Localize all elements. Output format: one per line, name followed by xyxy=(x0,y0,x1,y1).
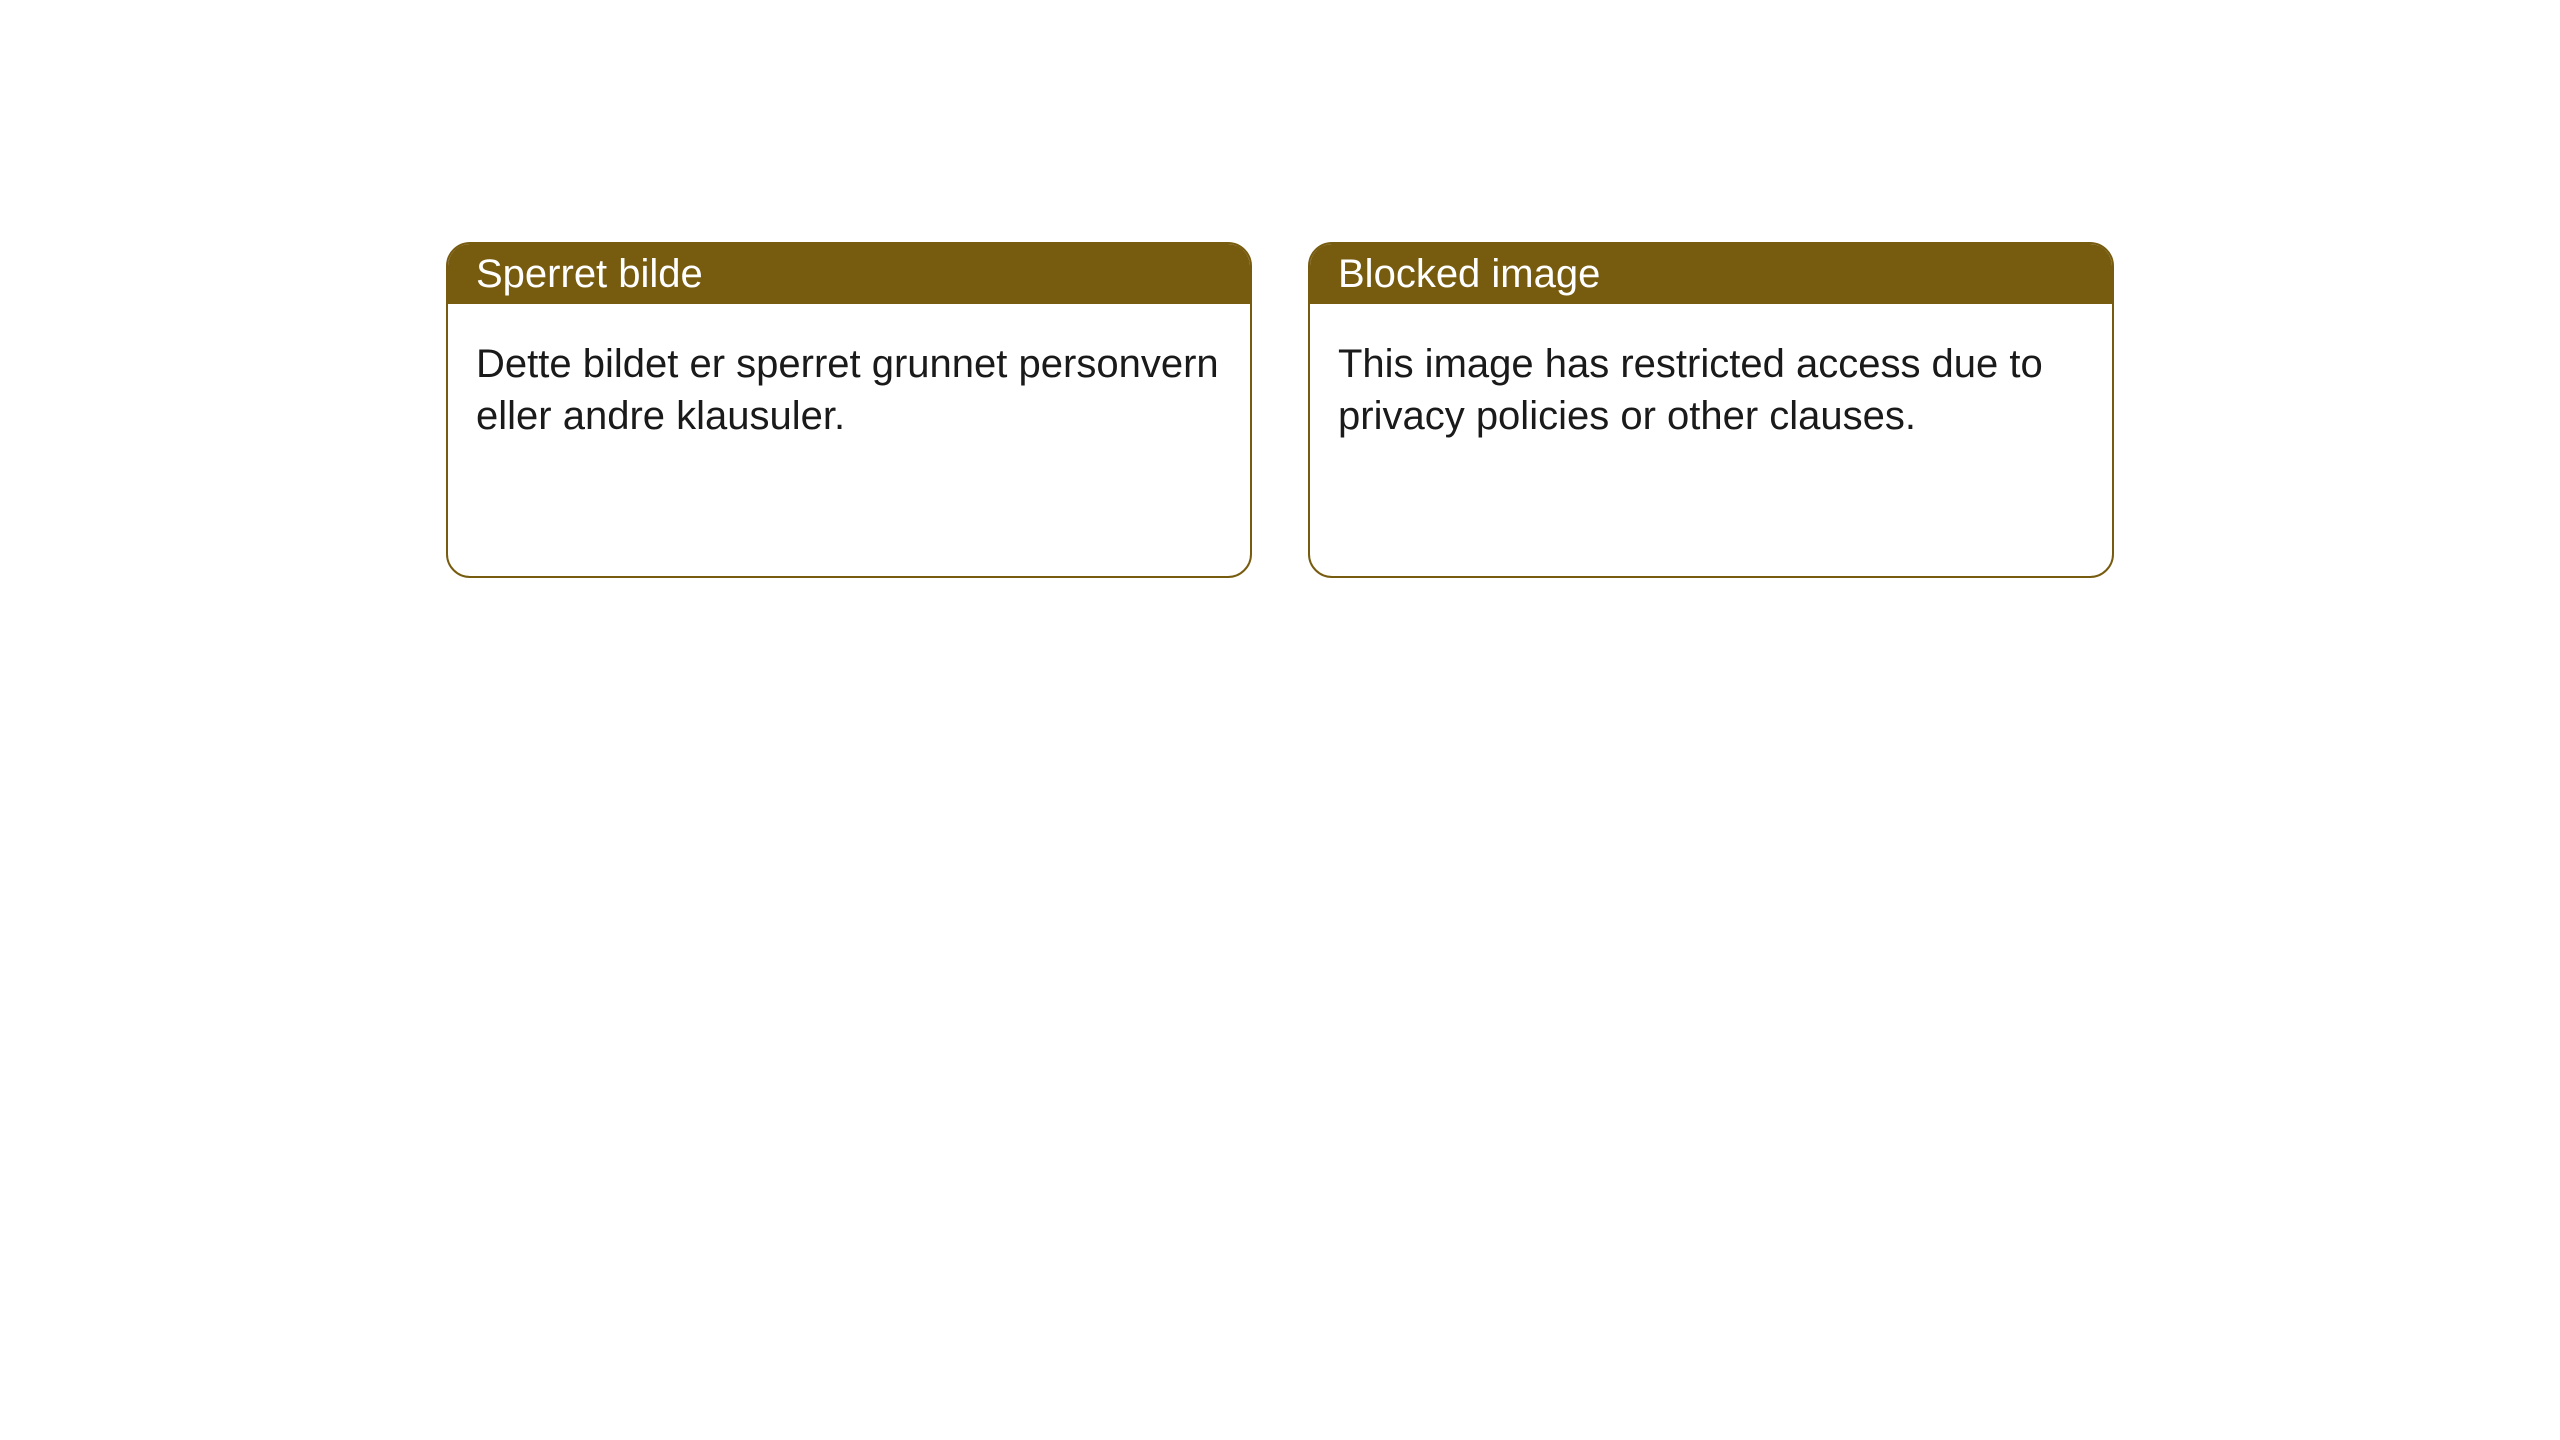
card-body: This image has restricted access due to … xyxy=(1310,304,2112,476)
card-header: Blocked image xyxy=(1310,244,2112,304)
card-header: Sperret bilde xyxy=(448,244,1250,304)
cards-container: Sperret bilde Dette bildet er sperret gr… xyxy=(446,242,2114,578)
card-description: Dette bildet er sperret grunnet personve… xyxy=(476,338,1222,442)
blocked-image-card-no: Sperret bilde Dette bildet er sperret gr… xyxy=(446,242,1252,578)
blocked-image-card-en: Blocked image This image has restricted … xyxy=(1308,242,2114,578)
card-description: This image has restricted access due to … xyxy=(1338,338,2084,442)
card-body: Dette bildet er sperret grunnet personve… xyxy=(448,304,1250,476)
card-title: Blocked image xyxy=(1338,252,1600,297)
card-title: Sperret bilde xyxy=(476,252,703,297)
